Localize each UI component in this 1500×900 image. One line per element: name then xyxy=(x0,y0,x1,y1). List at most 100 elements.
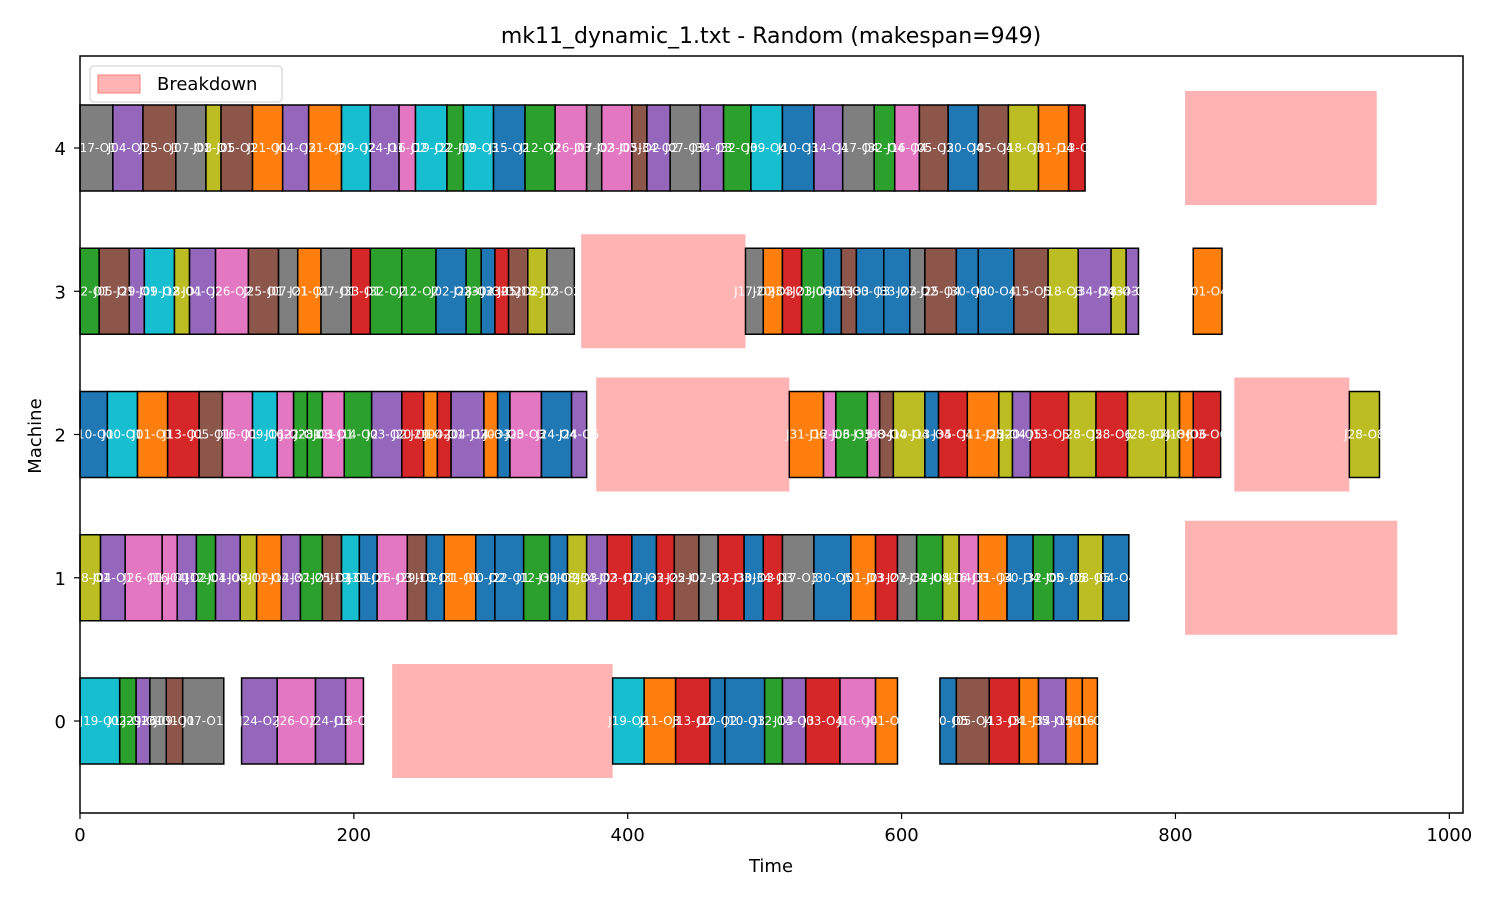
task-label: J10-O4 xyxy=(888,428,930,442)
task-bar xyxy=(717,534,745,622)
task-label: J19-O1 xyxy=(329,571,371,585)
breakdown-bar xyxy=(392,664,613,778)
task-label: J10-O1 xyxy=(72,428,114,442)
task-label: J34-O2 xyxy=(637,141,679,155)
task-bar xyxy=(570,390,588,479)
task-label: J16-O2 xyxy=(386,141,428,155)
task-label: J03-O6 xyxy=(1186,428,1228,442)
task-label: J31-O5 xyxy=(1008,714,1050,728)
task-label: J00-O1 xyxy=(101,428,143,442)
task-label: J00-O5 xyxy=(1045,571,1087,585)
task-label: J17-O1 xyxy=(75,141,117,155)
task-label: J03-O4 xyxy=(802,714,844,728)
breakdown-bar xyxy=(581,234,746,349)
task-label: J16-O2 xyxy=(333,714,375,728)
task-bar xyxy=(1348,390,1381,479)
task-label: J04-O4 xyxy=(1095,571,1137,585)
task-label: J11-O2 xyxy=(248,571,290,585)
task-bar xyxy=(443,534,477,622)
task-bar xyxy=(540,390,573,479)
task-label: J12-O2 xyxy=(398,284,440,298)
task-bar xyxy=(813,104,844,192)
task-label: J19-O2 xyxy=(410,141,452,155)
task-label: J05-O1 xyxy=(189,428,231,442)
task-label: J03-O3 xyxy=(865,571,907,585)
task-bar xyxy=(1192,247,1223,335)
task-label: J18-O6 xyxy=(1165,428,1207,442)
task-label: J32-O5 xyxy=(1022,571,1064,585)
breakdown-bar xyxy=(1185,91,1377,205)
task-bar xyxy=(1192,390,1222,479)
x-tick-label: 1000 xyxy=(1426,825,1472,846)
task-label: J27-O1 xyxy=(315,284,357,298)
task-label: J14-O2 xyxy=(337,428,379,442)
task-label: J34-O3 xyxy=(691,141,733,155)
task-label: J20-O5 xyxy=(1000,428,1042,442)
axes-layer: 0 200 400 600 800 1000 0 1 2 3 4 xyxy=(55,55,1472,846)
task-label: J31-O4 xyxy=(971,571,1013,585)
task-label: J30-O3 xyxy=(849,284,891,298)
task-label: J01-O1 xyxy=(131,428,173,442)
task-label: J11-O5 xyxy=(962,428,1004,442)
task-label: J07-O2 xyxy=(687,571,729,585)
task-label: J04-O6 xyxy=(1151,428,1193,442)
task-label: J05-O1 xyxy=(216,141,258,155)
task-label: J22-O2 xyxy=(434,141,476,155)
task-bar xyxy=(112,104,144,192)
task-bar xyxy=(724,677,766,765)
task-bar xyxy=(314,677,347,765)
task-label: J28-O6 xyxy=(1090,428,1132,442)
task-label: J33-O1 xyxy=(339,284,381,298)
task-bar xyxy=(915,534,944,622)
task-label: J33-O3 xyxy=(876,284,918,298)
task-label: J22-O1 xyxy=(279,428,321,442)
task-label: J12-O1 xyxy=(185,571,227,585)
task-label: J24-O4 xyxy=(535,428,577,442)
task-label: J30-O1 xyxy=(347,571,389,585)
task-bar xyxy=(343,390,373,479)
task-bar xyxy=(788,390,825,479)
task-label: J11-O3 xyxy=(639,714,681,728)
task-bar xyxy=(977,247,1015,335)
task-label: J10-O2 xyxy=(696,714,738,728)
task-bar xyxy=(1029,390,1070,479)
task-label: J13-O5 xyxy=(910,428,952,442)
task-bar xyxy=(492,104,526,192)
task-bar xyxy=(1125,247,1140,335)
task-label: J22-O1 xyxy=(488,571,530,585)
task-bar xyxy=(554,104,588,192)
task-bar xyxy=(1081,677,1099,765)
task-label: J09-O2 xyxy=(335,141,377,155)
task-label: J12-O3 xyxy=(752,714,794,728)
chart-title: mk11_dynamic_1.txt - Random (makespan=94… xyxy=(501,24,1041,49)
task-label: J10-O3 xyxy=(777,141,819,155)
task-label: J27-O4 xyxy=(886,571,928,585)
task-label: J20-O3 xyxy=(504,428,546,442)
task-label: J08-O5 xyxy=(1069,571,1111,585)
task-label: J33-O3 xyxy=(710,571,752,585)
task-label: J13-O4 xyxy=(983,714,1025,728)
task-label: J19-O1 xyxy=(79,714,121,728)
task-bar xyxy=(1067,104,1086,192)
task-label: J09-O2 xyxy=(138,284,180,298)
task-bar xyxy=(214,247,250,335)
task-bar xyxy=(220,104,254,192)
task-label: J15-O5 xyxy=(1010,284,1052,298)
task-label: J25-O1 xyxy=(242,284,284,298)
task-label: J07-O3 xyxy=(664,141,706,155)
task-label: J25-O2 xyxy=(665,571,707,585)
task-label: J18-O3 xyxy=(1002,141,1044,155)
task-label: J31-O6 xyxy=(785,428,827,442)
legend-breakdown-swatch xyxy=(97,74,141,94)
task-bar xyxy=(166,390,200,479)
task-label: J07-O1 xyxy=(267,284,309,298)
task-label: J16-O1 xyxy=(148,571,190,585)
task-bar xyxy=(892,390,926,479)
task-label: J04-O1 xyxy=(107,141,149,155)
task-label: J05-O3 xyxy=(828,284,870,298)
task-bar xyxy=(79,677,121,765)
task-label: J30-O2 xyxy=(467,284,509,298)
task-label: J02-O1 xyxy=(107,714,149,728)
task-label: J03-O3 xyxy=(483,428,525,442)
task-bar xyxy=(1037,104,1070,192)
